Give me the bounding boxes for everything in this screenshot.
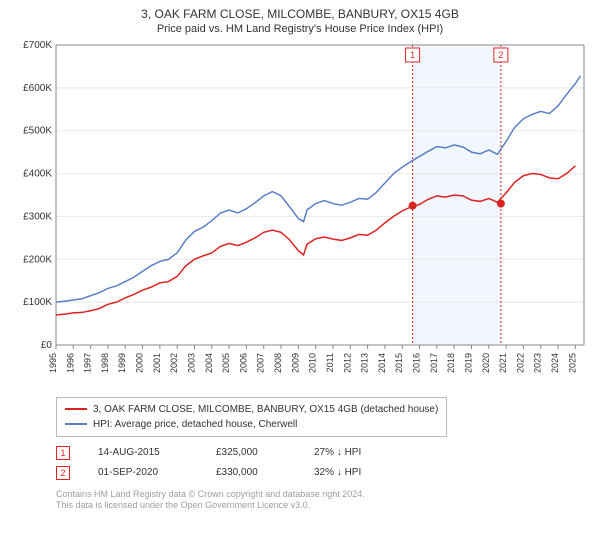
svg-text:2011: 2011 [325, 353, 335, 372]
footnote-line: This data is licensed under the Open Gov… [56, 500, 592, 512]
svg-text:2: 2 [498, 50, 503, 60]
svg-text:2012: 2012 [342, 353, 352, 373]
marker-row: 2 01-SEP-2020 £330,000 32% ↓ HPI [56, 463, 592, 483]
svg-text:1996: 1996 [65, 353, 75, 373]
marker-date: 14-AUG-2015 [98, 447, 188, 458]
svg-text:2025: 2025 [567, 353, 577, 373]
svg-text:2019: 2019 [463, 353, 473, 373]
svg-text:2008: 2008 [273, 353, 283, 373]
svg-text:£300K: £300K [23, 211, 52, 222]
marker-hpi: 32% ↓ HPI [314, 467, 384, 478]
chart-title: 3, OAK FARM CLOSE, MILCOMBE, BANBURY, OX… [8, 6, 592, 23]
marker-price: £325,000 [216, 447, 286, 458]
svg-text:2002: 2002 [169, 353, 179, 373]
svg-text:2005: 2005 [221, 353, 231, 373]
svg-text:2018: 2018 [446, 353, 456, 373]
line-chart: £0 £100K £200K £300K £400K £500K £600K £700K 199… [8, 41, 592, 391]
legend-label: HPI: Average price, detached house, Cher… [93, 417, 297, 432]
svg-text:2020: 2020 [481, 353, 491, 373]
marker-price: £330,000 [216, 467, 286, 478]
svg-text:2024: 2024 [550, 353, 560, 373]
svg-text:2021: 2021 [498, 353, 508, 373]
svg-text:1997: 1997 [83, 353, 93, 373]
svg-text:£400K: £400K [23, 168, 52, 179]
marker-number: 2 [56, 466, 70, 480]
svg-text:2003: 2003 [186, 353, 196, 373]
svg-text:2004: 2004 [204, 353, 214, 373]
marker-number: 1 [56, 446, 70, 460]
svg-text:2017: 2017 [429, 353, 439, 373]
chart-subtitle: Price paid vs. HM Land Registry's House … [8, 23, 592, 35]
svg-text:2013: 2013 [360, 353, 370, 373]
svg-text:£0: £0 [41, 340, 53, 351]
svg-text:£700K: £700K [23, 41, 52, 51]
svg-text:2014: 2014 [377, 353, 387, 373]
marker-table: 1 14-AUG-2015 £325,000 27% ↓ HPI 2 01-SEP-202… [56, 443, 592, 483]
legend: 3, OAK FARM CLOSE, MILCOMBE, BANBURY, OX… [56, 397, 447, 437]
svg-text:2023: 2023 [533, 353, 543, 373]
svg-text:2007: 2007 [256, 353, 266, 373]
svg-text:2022: 2022 [515, 353, 525, 373]
marker-hpi: 27% ↓ HPI [314, 447, 384, 458]
svg-text:£200K: £200K [23, 254, 52, 265]
legend-swatch [65, 408, 87, 410]
svg-text:2006: 2006 [238, 353, 248, 373]
marker-date: 01-SEP-2020 [98, 467, 188, 478]
legend-label: 3, OAK FARM CLOSE, MILCOMBE, BANBURY, OX… [93, 402, 438, 417]
svg-text:2000: 2000 [135, 353, 145, 373]
svg-text:£600K: £600K [23, 83, 52, 94]
svg-text:1: 1 [410, 50, 415, 60]
svg-text:2016: 2016 [412, 353, 422, 373]
svg-text:2009: 2009 [290, 353, 300, 373]
footnote-line: Contains HM Land Registry data © Crown c… [56, 489, 592, 501]
svg-text:2001: 2001 [152, 353, 162, 373]
svg-text:£100K: £100K [23, 297, 52, 308]
legend-item: 3, OAK FARM CLOSE, MILCOMBE, BANBURY, OX… [65, 402, 438, 417]
legend-swatch [65, 423, 87, 425]
svg-text:2010: 2010 [308, 353, 318, 373]
svg-text:£500K: £500K [23, 126, 52, 137]
svg-text:1995: 1995 [48, 353, 58, 373]
svg-text:1998: 1998 [100, 353, 110, 373]
svg-text:2015: 2015 [394, 353, 404, 373]
legend-item: HPI: Average price, detached house, Cher… [65, 417, 438, 432]
marker-row: 1 14-AUG-2015 £325,000 27% ↓ HPI [56, 443, 592, 463]
svg-text:1999: 1999 [117, 353, 127, 373]
footnote: Contains HM Land Registry data © Crown c… [56, 489, 592, 512]
